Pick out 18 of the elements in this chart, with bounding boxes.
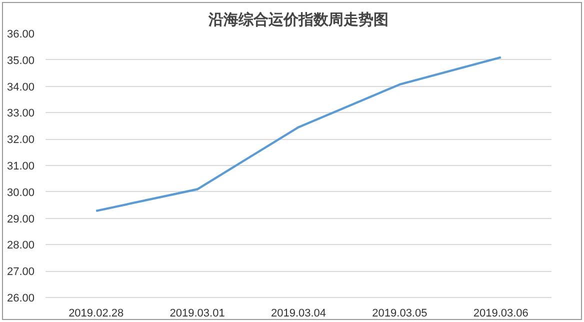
y-tick-label: 26.00 — [6, 292, 35, 304]
x-tick-label: 2019.03.06 — [473, 308, 528, 320]
x-tick-label: 2019.03.04 — [270, 308, 326, 320]
x-tick-label: 2019.03.05 — [372, 308, 428, 320]
x-tick-label: 2019.02.28 — [68, 308, 124, 320]
y-tick-label: 32.00 — [6, 134, 35, 146]
y-tick-label: 27.00 — [6, 266, 35, 278]
y-tick-label: 35.00 — [6, 54, 35, 67]
y-tick-label: 33.00 — [6, 108, 35, 120]
chart-title: 沿海综合运价指数周走势图 — [208, 10, 388, 28]
y-tick-label: 29.00 — [6, 213, 35, 226]
y-tick-label: 28.00 — [6, 240, 35, 252]
y-tick-label: 30.00 — [6, 186, 35, 199]
y-tick-label: 34.00 — [6, 81, 35, 94]
x-tick-label: 2019.03.01 — [170, 308, 225, 320]
line-series — [95, 56, 502, 212]
y-tick-label: 36.00 — [6, 28, 35, 40]
y-tick-label: 31.00 — [6, 160, 35, 172]
